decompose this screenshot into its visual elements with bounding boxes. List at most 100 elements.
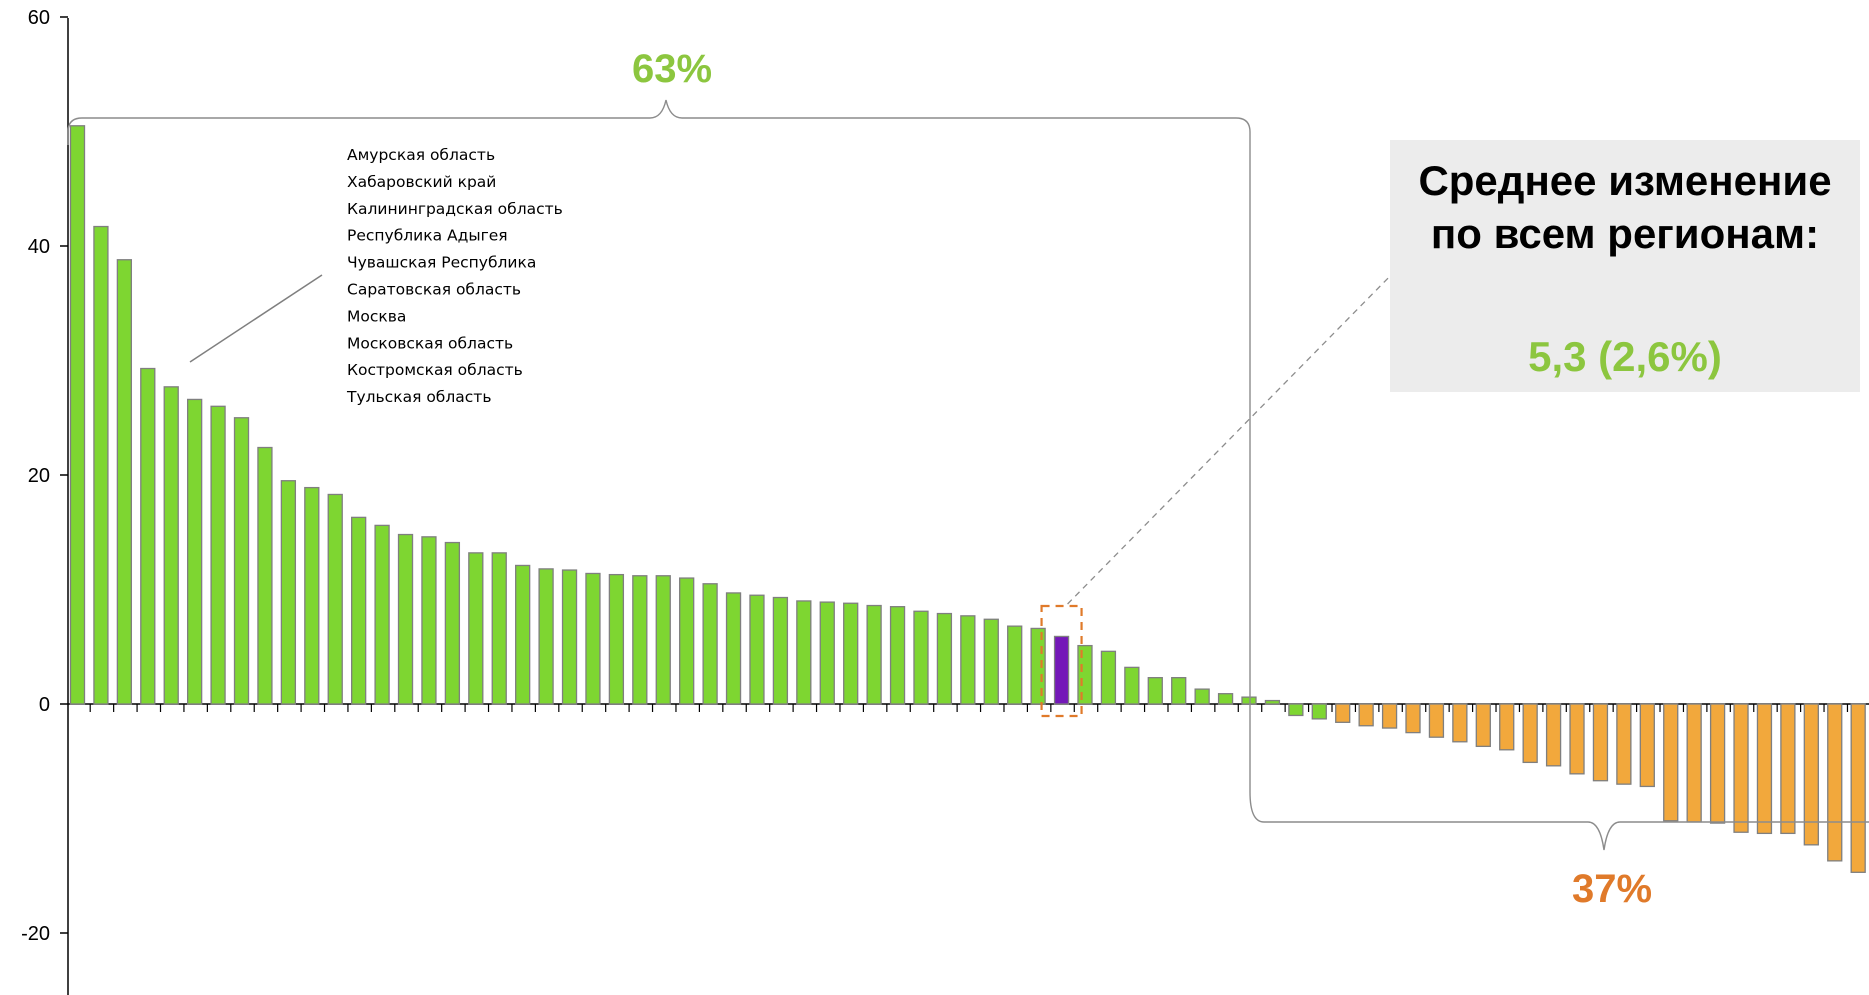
bar: [608, 573, 625, 705]
bar: [1545, 703, 1562, 767]
bar: [1194, 688, 1210, 705]
bar: [1428, 703, 1445, 738]
bar: [1241, 696, 1257, 705]
bar: [561, 569, 578, 705]
bar: [1522, 703, 1538, 764]
bar: [889, 606, 906, 705]
bar: [1663, 703, 1679, 822]
bar: [843, 602, 859, 705]
region-list-item: Республика Адыгея: [347, 227, 508, 245]
bar: [1217, 693, 1234, 705]
bar: [585, 572, 601, 705]
bar: [819, 601, 835, 705]
bar: [983, 618, 999, 705]
y-tick-label: 0: [39, 694, 50, 716]
bar: [304, 486, 320, 705]
bar: [1733, 703, 1749, 833]
bar: [1335, 703, 1351, 723]
bar: [491, 552, 507, 705]
bar: [140, 367, 156, 705]
bar: [1030, 627, 1046, 705]
bar: [327, 493, 343, 705]
bar: [1475, 703, 1491, 748]
bar: [1311, 703, 1327, 720]
bar: [1358, 703, 1374, 727]
y-tick-label: 60: [28, 7, 50, 29]
bars: [69, 125, 1866, 873]
bar: [1803, 703, 1819, 846]
bar: [936, 612, 953, 705]
positive-bracket: [67, 99, 1251, 148]
bar: [702, 583, 718, 705]
negative-share-label: 37%: [1572, 867, 1652, 911]
bar: [679, 577, 695, 705]
bar: [538, 568, 554, 705]
bar: [1452, 703, 1468, 743]
bar: [1569, 703, 1585, 775]
bar: [655, 575, 671, 705]
region-list-item: Тульская область: [346, 388, 491, 406]
bar: [93, 225, 109, 705]
region-list-item: Московская область: [347, 334, 513, 352]
bar: [1405, 703, 1421, 734]
bar: [1147, 677, 1163, 705]
bar: [960, 615, 976, 705]
bar: [397, 533, 414, 705]
annotations: 63% 37% Амурская область Хабаровский край Ка…: [67, 47, 1869, 911]
bar: [1850, 703, 1866, 873]
highlight-dashed-box: [1040, 604, 1083, 718]
bar: [796, 600, 812, 705]
bar: [280, 480, 297, 705]
bar: [1827, 703, 1843, 862]
bar: [1616, 703, 1632, 785]
region-list-item: Хабаровский край: [347, 173, 496, 191]
positive-share-label: 63%: [632, 47, 712, 91]
bar: [1077, 644, 1093, 705]
average-change-box: Среднее изменение по всем регионам: 5,3 …: [1390, 140, 1860, 392]
bar: [1686, 703, 1702, 823]
bar: [1053, 635, 1070, 705]
bar: [69, 125, 86, 705]
bar: [163, 386, 179, 705]
bar: [1639, 703, 1655, 788]
bar: [632, 575, 648, 705]
region-list-item: Калининградская область: [347, 200, 563, 218]
bar: [374, 524, 390, 705]
region-list-item: Саратовская область: [347, 281, 521, 299]
bar: [913, 610, 929, 705]
region-list-item: Амурская область: [347, 146, 495, 164]
bar: [725, 592, 742, 705]
bar: [444, 541, 461, 705]
bar: [1756, 703, 1773, 835]
y-tick-label: 20: [28, 465, 50, 487]
negative-bracket: [1249, 791, 1869, 851]
bar: [866, 604, 882, 705]
bar: [1381, 703, 1398, 729]
bar: [772, 596, 789, 705]
regions-leader-line: [189, 274, 323, 363]
average-change-title: Среднее изменение по всем регионам:: [1418, 157, 1832, 257]
bar: [1709, 703, 1726, 824]
bar: [1780, 703, 1796, 835]
region-list-item: Москва: [347, 307, 406, 325]
bar: [468, 552, 484, 705]
region-list-item: Костромская область: [347, 361, 523, 379]
bar: [233, 417, 250, 705]
bar: [421, 536, 437, 705]
bar: [1592, 703, 1609, 782]
bar: [1171, 677, 1187, 705]
bar: [1007, 625, 1023, 705]
average-change-value: 5,3 (2,6%): [1528, 333, 1722, 380]
bar: [257, 446, 273, 705]
bar: [1264, 699, 1281, 705]
bar: [749, 594, 765, 705]
region-list-item: Чувашская Республика: [347, 254, 536, 272]
bar: [515, 564, 531, 705]
bar: [116, 259, 133, 705]
bar: [1100, 650, 1117, 705]
bar: [351, 516, 367, 705]
average-connector: [1067, 267, 1399, 605]
bar: [1288, 703, 1304, 717]
bar: [186, 398, 203, 705]
